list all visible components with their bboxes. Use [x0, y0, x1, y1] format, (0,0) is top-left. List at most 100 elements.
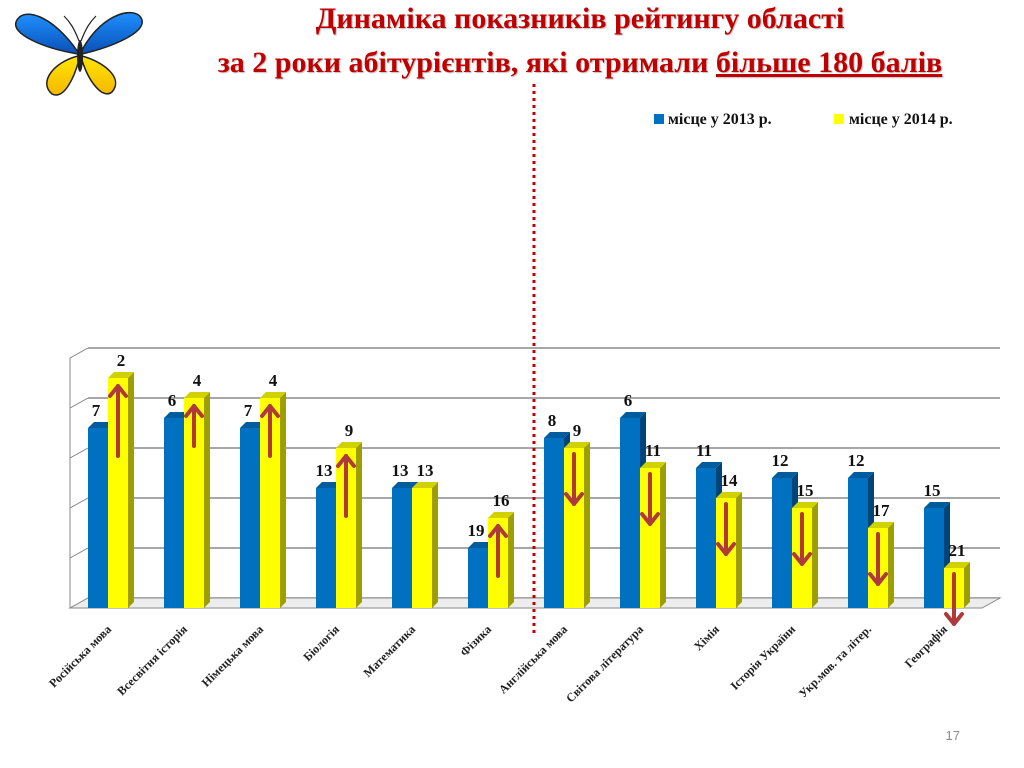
trend-up-arrow: [184, 404, 204, 448]
bar-2014-top: [260, 392, 286, 398]
legend-label-2014: місце у 2014 р.: [849, 111, 953, 128]
trend-down-arrow: [564, 452, 584, 506]
data-label-2014: 16: [493, 491, 510, 510]
category-label: Російська мова: [46, 622, 114, 690]
bar-2014: [260, 398, 280, 608]
legend-label-2013: місце у 2013 р.: [668, 111, 772, 128]
bar-2013: [392, 488, 412, 608]
category-label: Фізика: [457, 622, 494, 659]
trend-up-arrow: [488, 524, 508, 578]
gridline-tick: [69, 447, 89, 459]
data-label-2013: 12: [772, 451, 789, 470]
bar-2014-top: [564, 442, 590, 448]
category-label: Укр.мов. та літер.: [796, 622, 874, 700]
bar-2013-top: [848, 472, 874, 478]
bar-2013: [848, 478, 868, 608]
chart-title-line2: за 2 роки абітурієнтів, які отримали біл…: [150, 46, 1010, 80]
bar-2013-top: [392, 482, 418, 488]
bar-2014-side: [280, 392, 286, 608]
bar-2014-side: [128, 372, 134, 608]
data-label-2013: 12: [848, 451, 865, 470]
bar-2014-top: [336, 442, 362, 448]
bar-2014-side: [964, 562, 970, 608]
bar-2013-top: [164, 412, 190, 418]
bar-2014-top: [792, 502, 818, 508]
trend-down-arrow: [716, 502, 736, 556]
bar-2014-side: [356, 442, 362, 608]
chart-title-prefix: за 2 роки абітурієнтів, які отримали: [217, 46, 716, 79]
data-label-2014: 15: [797, 481, 814, 500]
data-label-2013: 19: [468, 521, 485, 540]
gridline-tick: [69, 347, 89, 359]
data-label-2014: 17: [873, 501, 891, 520]
bar-2014: [184, 398, 204, 608]
data-label-2014: 11: [645, 441, 661, 460]
bar-2013-top: [772, 472, 798, 478]
bar-2013: [924, 508, 944, 608]
chart-title-line1: Динаміка показників рейтингу області: [315, 2, 845, 35]
bar-2014-top: [184, 392, 210, 398]
trend-down-arrow: [944, 572, 964, 626]
bar-2014-side: [736, 492, 742, 608]
category-label: Хімія: [691, 622, 722, 653]
bar-2013: [620, 418, 640, 608]
trend-up-arrow: [108, 384, 128, 458]
bar-2014-top: [868, 522, 894, 528]
bar-2014-side: [584, 442, 590, 608]
bar-2013: [696, 468, 716, 608]
category-label: Всесвітня історія: [114, 622, 190, 698]
trend-up-arrow: [260, 404, 280, 458]
butterfly-icon: [15, 11, 143, 96]
bar-2013: [316, 488, 336, 608]
chart-title-underlined: більше 180 балів: [715, 46, 943, 79]
data-label-2013: 13: [392, 461, 409, 480]
legend-swatch-2013: [654, 114, 664, 124]
data-label-2013: 15: [924, 481, 941, 500]
bar-2014-top: [944, 562, 970, 568]
bar-2014: [564, 448, 584, 608]
bar-2014-top: [108, 372, 134, 378]
bar-2013: [88, 428, 108, 608]
category-label: Математика: [360, 622, 418, 680]
bar-2014-top: [716, 492, 742, 498]
bar-2014: [108, 378, 128, 608]
data-label-2014: 9: [573, 421, 582, 440]
bar-2014-side: [660, 462, 666, 608]
bar-2014: [640, 468, 660, 608]
bar-2013-top: [620, 412, 646, 418]
bar-2013-top: [544, 432, 570, 438]
bar-2013: [544, 438, 564, 608]
data-label-2013: 11: [696, 441, 712, 460]
data-label-2014: 4: [193, 371, 202, 390]
category-label: Біологія: [300, 622, 342, 664]
data-label-2014: 9: [345, 421, 354, 440]
bar-2013-top: [696, 462, 722, 468]
bar-2013-top: [468, 542, 494, 548]
data-label-2013: 7: [92, 401, 101, 420]
bar-2013-top: [924, 502, 950, 508]
gridline-tick: [69, 547, 89, 559]
bar-2014-top: [412, 482, 438, 488]
data-label-2013: 13: [316, 461, 333, 480]
bar-2013: [468, 548, 488, 608]
bar-2014-side: [204, 392, 210, 608]
data-label-2013: 6: [624, 391, 633, 410]
category-label: Англійська мова: [496, 622, 570, 696]
data-label-2014: 2: [117, 351, 126, 370]
bar-2013-top: [316, 482, 342, 488]
bar-2014-top: [488, 512, 514, 518]
bar-2014-side: [812, 502, 818, 608]
trend-down-arrow: [868, 532, 888, 586]
bar-2013-top: [88, 422, 114, 428]
category-label: Німецька мова: [199, 622, 266, 689]
bar-2014-side: [508, 512, 514, 608]
bar-2014: [412, 488, 432, 608]
bar-2014-top: [640, 462, 666, 468]
trend-up-arrow: [336, 454, 356, 518]
bar-2013-top: [240, 422, 266, 428]
category-label: Світова література: [563, 622, 646, 705]
trend-down-arrow: [640, 472, 660, 526]
gridline-tick: [69, 497, 89, 509]
data-label-2013: 7: [244, 401, 253, 420]
